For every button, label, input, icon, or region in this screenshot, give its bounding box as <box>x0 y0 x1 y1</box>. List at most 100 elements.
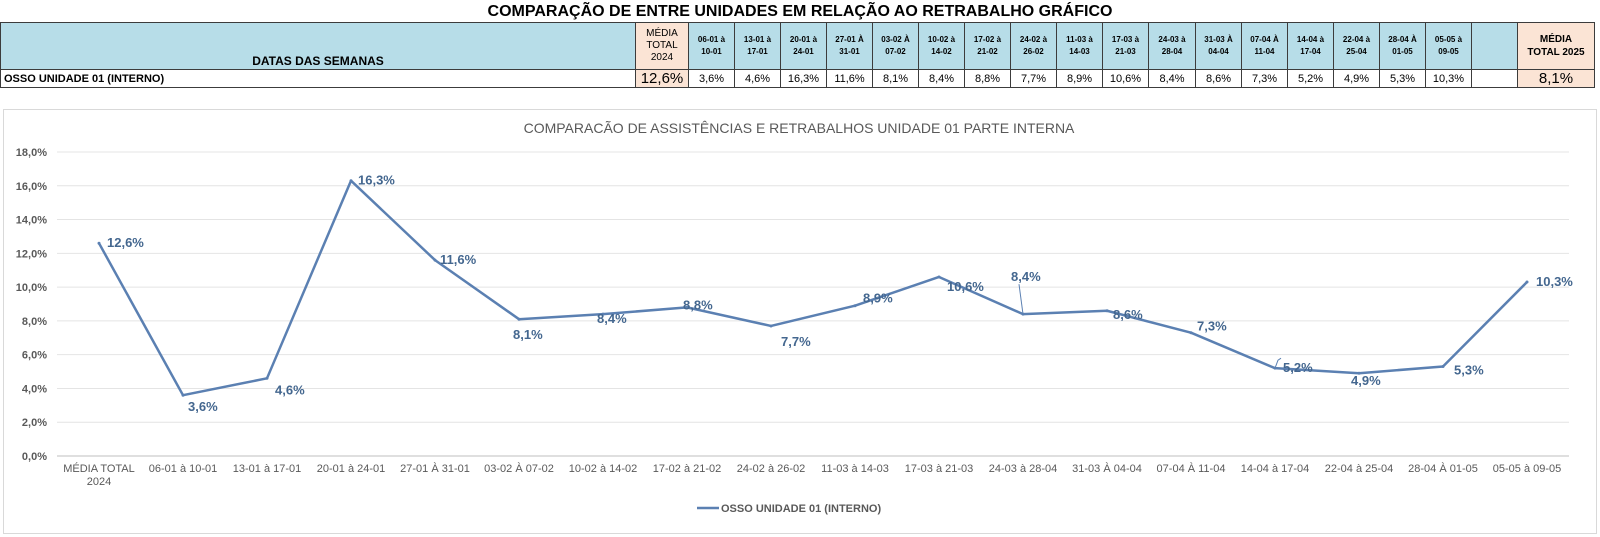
media-2025-header-line: TOTAL 2025 <box>1527 47 1585 58</box>
week-header-line: 11-03 à <box>1066 35 1093 44</box>
week-header-line: 07-04 À <box>1250 35 1279 44</box>
x-tick-label: 28-04 À 01-05 <box>1408 462 1478 475</box>
data-label: 16,3% <box>358 173 395 188</box>
media-2025-header: MÉDIA TOTAL 2025 <box>1517 22 1595 70</box>
week-value: 5,3% <box>1379 69 1426 88</box>
chart-container: COMPARACÃO DE ASSISTÊNCIAS E RETRABALHOS… <box>3 109 1597 534</box>
week-header: 22-04 à 25-04 <box>1333 22 1380 70</box>
week-header: 14-04 à 17-04 <box>1287 22 1334 70</box>
data-label: 8,6% <box>1113 307 1143 322</box>
week-header-line: 27-01 À <box>835 35 864 44</box>
data-label: 8,9% <box>863 291 893 306</box>
y-tick-label: 8,0% <box>22 316 47 328</box>
leader-line <box>1018 284 1024 315</box>
data-label: 5,3% <box>1454 362 1484 377</box>
data-point <box>1189 331 1193 335</box>
week-value: 8,8% <box>964 69 1011 88</box>
x-tick-label: 03-02 À 07-02 <box>484 462 554 475</box>
x-tick-label: 31-03 À 04-04 <box>1072 462 1142 475</box>
week-header-line: 13-01 à <box>743 35 772 44</box>
week-header: 31-03 À 04-04 <box>1195 22 1242 70</box>
x-tick-label: 17-02 à 21-02 <box>653 463 722 475</box>
week-header: 28-04 À 01-05 <box>1379 22 1426 70</box>
x-tick-label: 05-05 à 09-05 <box>1493 463 1562 475</box>
page-title: COMPARAÇÃO DE ENTRE UNIDADES EM RELAÇÃO … <box>487 3 1113 20</box>
y-tick-label: 18,0% <box>16 147 47 159</box>
x-tick-label: 24-02 à 26-02 <box>737 463 806 475</box>
week-value: 3,6% <box>688 69 735 88</box>
week-value: 10,6% <box>1102 69 1149 88</box>
data-point <box>1357 371 1361 375</box>
data-point <box>181 393 185 397</box>
week-header-line: 14-04 à <box>1296 35 1325 44</box>
week-header-line: 17-04 <box>1300 47 1321 56</box>
blank-header <box>1471 22 1518 70</box>
weeks-header: DATAS DAS SEMANAS <box>0 22 636 70</box>
week-value: 8,9% <box>1056 69 1103 88</box>
series-line <box>97 179 1528 397</box>
leader-line <box>1274 357 1282 369</box>
media-2024-header-line: TOTAL <box>646 40 678 51</box>
x-tick-label: 11-03 à 14-03 <box>821 463 889 475</box>
week-header: 24-02 à 26-02 <box>1010 22 1057 70</box>
x-tick-label: 22-04 à 25-04 <box>1325 463 1394 475</box>
blank-cell <box>1471 69 1518 88</box>
week-header-line: 24-01 <box>793 47 814 56</box>
week-header: 24-03 à 28-04 <box>1148 22 1196 70</box>
data-label: 10,6% <box>947 279 984 294</box>
week-header: 11-03 à 14-03 <box>1056 22 1103 70</box>
week-header-line: 14-03 <box>1069 47 1090 56</box>
week-value: 8,6% <box>1195 69 1242 88</box>
week-value: 11,6% <box>826 69 873 88</box>
week-header-line: 25-04 <box>1346 47 1367 56</box>
data-point <box>1105 309 1109 313</box>
data-label: 3,6% <box>188 399 218 414</box>
week-header-line: 22-04 à <box>1342 35 1371 44</box>
data-label: 8,1% <box>513 327 543 342</box>
week-header-line: 01-05 <box>1392 47 1413 56</box>
week-header: 07-04 À 11-04 <box>1241 22 1288 70</box>
week-header-line: 31-01 <box>839 47 860 56</box>
data-label: 11,6% <box>440 252 477 267</box>
data-label: 4,6% <box>275 382 305 397</box>
week-header-line: 28-04 À <box>1388 35 1417 44</box>
media-2024-value: 12,6% <box>635 69 689 88</box>
week-header: 17-03 à 21-03 <box>1102 22 1149 70</box>
data-label: 4,9% <box>1351 373 1381 388</box>
chart-title: COMPARACÃO DE ASSISTÊNCIAS E RETRABALHOS… <box>524 120 1075 136</box>
week-header-line: 21-03 <box>1115 47 1136 56</box>
x-tick-label: 13-01 à 17-01 <box>233 463 302 475</box>
week-value: 4,6% <box>734 69 781 88</box>
week-header-line: 17-02 à <box>973 35 1002 44</box>
x-tick-label: 07-04 À 11-04 <box>1157 462 1226 475</box>
data-point <box>685 305 689 309</box>
media-2025-value: 8,1% <box>1517 69 1595 88</box>
data-point <box>1525 280 1529 284</box>
data-label: 5,2% <box>1283 360 1313 375</box>
week-header-line: 21-02 <box>977 47 998 56</box>
data-point <box>937 275 941 279</box>
data-label: 12,6% <box>107 235 144 250</box>
data-label: 8,4% <box>1011 269 1041 284</box>
week-header-line: 31-03 À <box>1204 35 1233 44</box>
week-value: 5,2% <box>1287 69 1334 88</box>
data-point <box>769 324 773 328</box>
line-chart: COMPARACÃO DE ASSISTÊNCIAS E RETRABALHOS… <box>16 120 1574 515</box>
week-header: 20-01 à 24-01 <box>780 22 827 70</box>
week-value: 7,3% <box>1241 69 1288 88</box>
week-header-line: 11-04 <box>1254 47 1275 56</box>
week-header-line: 09-05 <box>1438 47 1459 56</box>
week-header-line: 10-02 à <box>927 35 956 44</box>
data-label: 8,4% <box>597 311 627 326</box>
week-header-line: 24-03 à <box>1158 35 1186 44</box>
week-header-line: 17-01 <box>747 47 768 56</box>
data-point <box>97 241 101 245</box>
media-2024-header-line: MÉDIA <box>646 28 678 39</box>
row-label: OSSO UNIDADE 01 (INTERNO) <box>0 69 636 88</box>
media-2024-header: MÉDIA TOTAL 2024 <box>635 22 689 70</box>
week-value: 8,4% <box>918 69 965 88</box>
data-point <box>349 179 353 183</box>
week-header-line: 24-02 à <box>1019 35 1048 44</box>
week-header-line: 28-04 <box>1161 47 1183 56</box>
x-tick-label: 24-03 à 28-04 <box>989 463 1058 475</box>
